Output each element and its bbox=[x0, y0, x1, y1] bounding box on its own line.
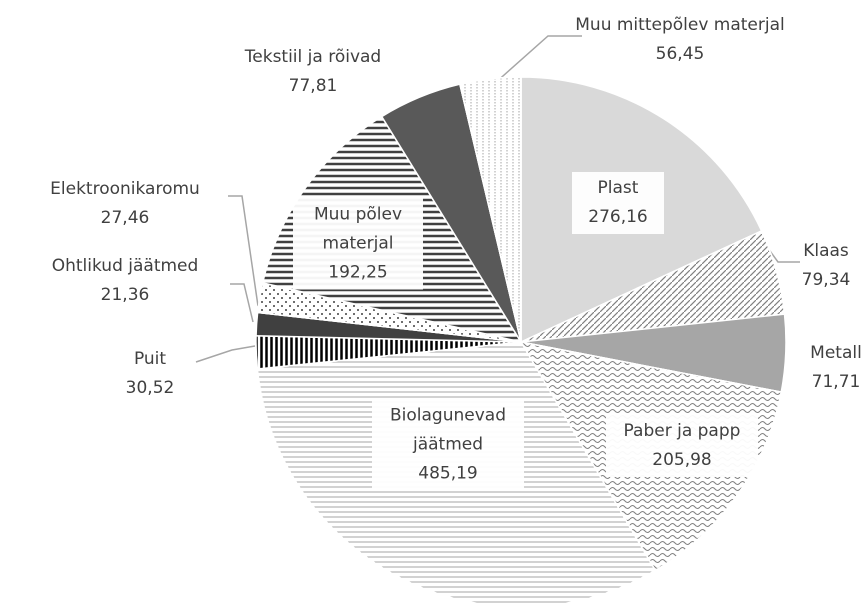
leader-line bbox=[195, 345, 256, 363]
data-label: Metall 71,71 bbox=[791, 339, 867, 397]
data-label: Tekstiil ja rõivad 77,81 bbox=[213, 43, 413, 101]
category-label: Muu mittepõlev materjal bbox=[575, 15, 785, 35]
data-label: Puit 30,52 bbox=[110, 345, 190, 403]
category-label: Paber ja papp bbox=[623, 421, 741, 441]
data-label: Klaas 79,34 bbox=[781, 237, 867, 295]
category-label: Tekstiil ja rõivad bbox=[244, 47, 382, 67]
category-label: Ohtlikud jäätmed bbox=[51, 256, 199, 276]
value-label: 79,34 bbox=[801, 270, 851, 290]
leader-line bbox=[228, 195, 259, 307]
data-label: Elektroonikaromu 27,46 bbox=[25, 175, 225, 233]
value-label: 276,16 bbox=[588, 207, 648, 227]
data-label: Plast 276,16 bbox=[572, 172, 664, 234]
category-label: Muu põlev materjal bbox=[313, 204, 403, 254]
value-label: 485,19 bbox=[418, 463, 478, 484]
category-label: Metall bbox=[810, 343, 862, 363]
slice-group bbox=[520, 229, 786, 343]
value-label: 30,52 bbox=[125, 378, 175, 398]
value-label: 71,71 bbox=[811, 372, 861, 392]
value-label: 27,46 bbox=[100, 208, 150, 228]
value-label: 77,81 bbox=[288, 76, 338, 96]
data-label: Ohtlikud jäätmed 21,36 bbox=[25, 252, 225, 310]
category-label: Biolagunevad jäätmed bbox=[390, 405, 506, 455]
value-label: 56,45 bbox=[655, 44, 705, 64]
category-label: Puit bbox=[133, 349, 167, 369]
category-label: Klaas bbox=[803, 241, 849, 261]
slice-group bbox=[458, 76, 522, 343]
value-label: 205,98 bbox=[652, 450, 712, 470]
category-label: Elektroonikaromu bbox=[50, 179, 200, 199]
leader-lines bbox=[195, 35, 800, 363]
leader-line bbox=[493, 35, 582, 85]
value-label: 192,25 bbox=[328, 262, 388, 283]
slice-group bbox=[255, 334, 522, 370]
data-label: Muu põlev materjal 192,25 bbox=[293, 198, 423, 290]
category-label: Plast bbox=[597, 178, 639, 198]
leader-line bbox=[230, 283, 254, 323]
slice-pattern bbox=[458, 76, 522, 343]
value-label: 21,36 bbox=[100, 285, 150, 305]
data-label: Paber ja papp 205,98 bbox=[606, 415, 758, 477]
data-label: Biolagunevad jäätmed 485,19 bbox=[372, 399, 524, 491]
data-label: Muu mittepõlev materjal 56,45 bbox=[540, 11, 820, 69]
